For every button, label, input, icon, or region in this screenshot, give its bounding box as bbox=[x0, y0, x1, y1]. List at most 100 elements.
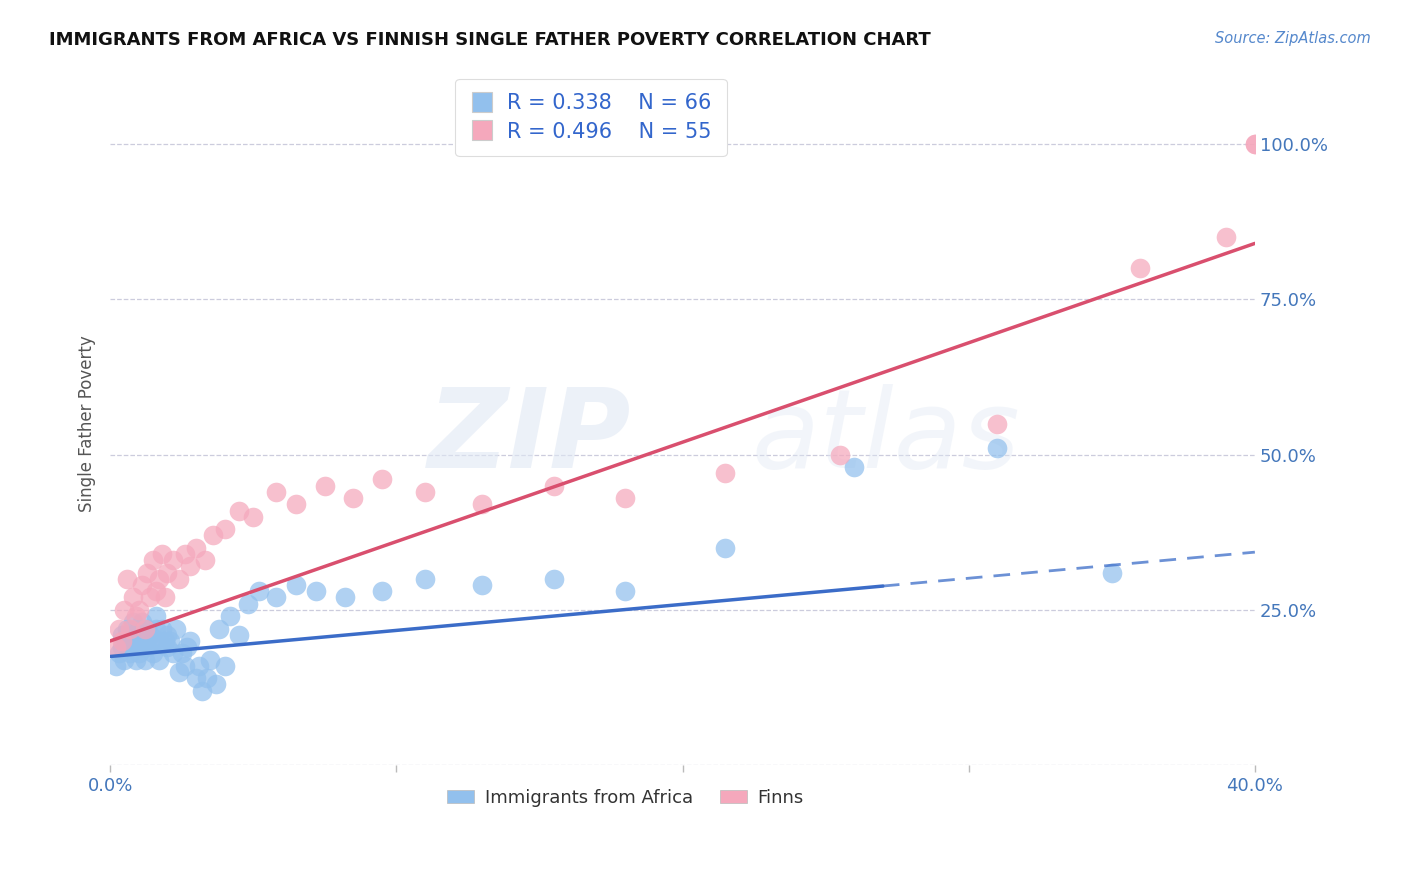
Point bbox=[236, 597, 259, 611]
Point bbox=[122, 591, 145, 605]
Point bbox=[342, 491, 364, 505]
Point bbox=[543, 478, 565, 492]
Point bbox=[125, 609, 148, 624]
Point bbox=[153, 591, 176, 605]
Point bbox=[170, 647, 193, 661]
Point bbox=[128, 647, 150, 661]
Point bbox=[104, 640, 127, 655]
Point bbox=[136, 622, 159, 636]
Point bbox=[1101, 566, 1123, 580]
Point bbox=[219, 609, 242, 624]
Point bbox=[131, 640, 153, 655]
Point bbox=[314, 478, 336, 492]
Point bbox=[167, 665, 190, 679]
Point bbox=[120, 628, 142, 642]
Point bbox=[134, 634, 156, 648]
Point bbox=[986, 442, 1008, 456]
Point bbox=[139, 591, 162, 605]
Point bbox=[214, 522, 236, 536]
Point bbox=[156, 566, 179, 580]
Point bbox=[986, 417, 1008, 431]
Point bbox=[187, 658, 209, 673]
Point bbox=[184, 671, 207, 685]
Point bbox=[159, 634, 181, 648]
Point bbox=[614, 491, 637, 505]
Point bbox=[214, 658, 236, 673]
Text: IMMIGRANTS FROM AFRICA VS FINNISH SINGLE FATHER POVERTY CORRELATION CHART: IMMIGRANTS FROM AFRICA VS FINNISH SINGLE… bbox=[49, 31, 931, 49]
Point bbox=[165, 622, 187, 636]
Point bbox=[471, 578, 494, 592]
Point bbox=[543, 572, 565, 586]
Point bbox=[117, 572, 139, 586]
Point bbox=[110, 640, 132, 655]
Point bbox=[148, 652, 170, 666]
Point bbox=[190, 683, 212, 698]
Point bbox=[120, 622, 142, 636]
Point bbox=[156, 640, 179, 655]
Point bbox=[145, 622, 167, 636]
Point bbox=[142, 634, 165, 648]
Point bbox=[117, 622, 139, 636]
Point bbox=[148, 634, 170, 648]
Point bbox=[247, 584, 270, 599]
Point bbox=[104, 658, 127, 673]
Point bbox=[120, 647, 142, 661]
Point bbox=[125, 634, 148, 648]
Point bbox=[110, 634, 132, 648]
Point bbox=[413, 572, 436, 586]
Point bbox=[202, 528, 225, 542]
Point bbox=[136, 640, 159, 655]
Point bbox=[828, 448, 851, 462]
Point bbox=[117, 634, 139, 648]
Point bbox=[128, 603, 150, 617]
Point bbox=[173, 547, 195, 561]
Point bbox=[142, 647, 165, 661]
Point bbox=[142, 553, 165, 567]
Point bbox=[305, 584, 328, 599]
Point bbox=[156, 628, 179, 642]
Point bbox=[128, 622, 150, 636]
Point bbox=[242, 509, 264, 524]
Point bbox=[1215, 230, 1237, 244]
Point bbox=[150, 622, 173, 636]
Point bbox=[131, 615, 153, 630]
Point bbox=[134, 652, 156, 666]
Point bbox=[228, 503, 250, 517]
Point bbox=[145, 609, 167, 624]
Point bbox=[148, 572, 170, 586]
Point bbox=[107, 622, 129, 636]
Point bbox=[184, 541, 207, 555]
Point bbox=[208, 622, 231, 636]
Point bbox=[122, 615, 145, 630]
Point bbox=[179, 634, 201, 648]
Text: ZIP: ZIP bbox=[427, 384, 631, 491]
Point bbox=[134, 622, 156, 636]
Point bbox=[173, 658, 195, 673]
Point bbox=[614, 584, 637, 599]
Point bbox=[167, 572, 190, 586]
Point bbox=[125, 652, 148, 666]
Text: atlas: atlas bbox=[751, 384, 1019, 491]
Point bbox=[844, 460, 866, 475]
Legend: Immigrants from Africa, Finns: Immigrants from Africa, Finns bbox=[440, 781, 811, 814]
Point bbox=[153, 634, 176, 648]
Point bbox=[371, 584, 394, 599]
Point bbox=[145, 584, 167, 599]
Point bbox=[150, 547, 173, 561]
Text: Source: ZipAtlas.com: Source: ZipAtlas.com bbox=[1215, 31, 1371, 46]
Point bbox=[371, 473, 394, 487]
Point bbox=[122, 640, 145, 655]
Point bbox=[205, 677, 228, 691]
Point bbox=[194, 553, 217, 567]
Point bbox=[107, 647, 129, 661]
Point bbox=[162, 553, 184, 567]
Point bbox=[131, 628, 153, 642]
Point bbox=[139, 628, 162, 642]
Point bbox=[264, 591, 287, 605]
Y-axis label: Single Father Poverty: Single Father Poverty bbox=[79, 335, 96, 512]
Point bbox=[264, 484, 287, 499]
Point bbox=[1244, 136, 1267, 151]
Point bbox=[162, 647, 184, 661]
Point bbox=[285, 497, 308, 511]
Point bbox=[333, 591, 356, 605]
